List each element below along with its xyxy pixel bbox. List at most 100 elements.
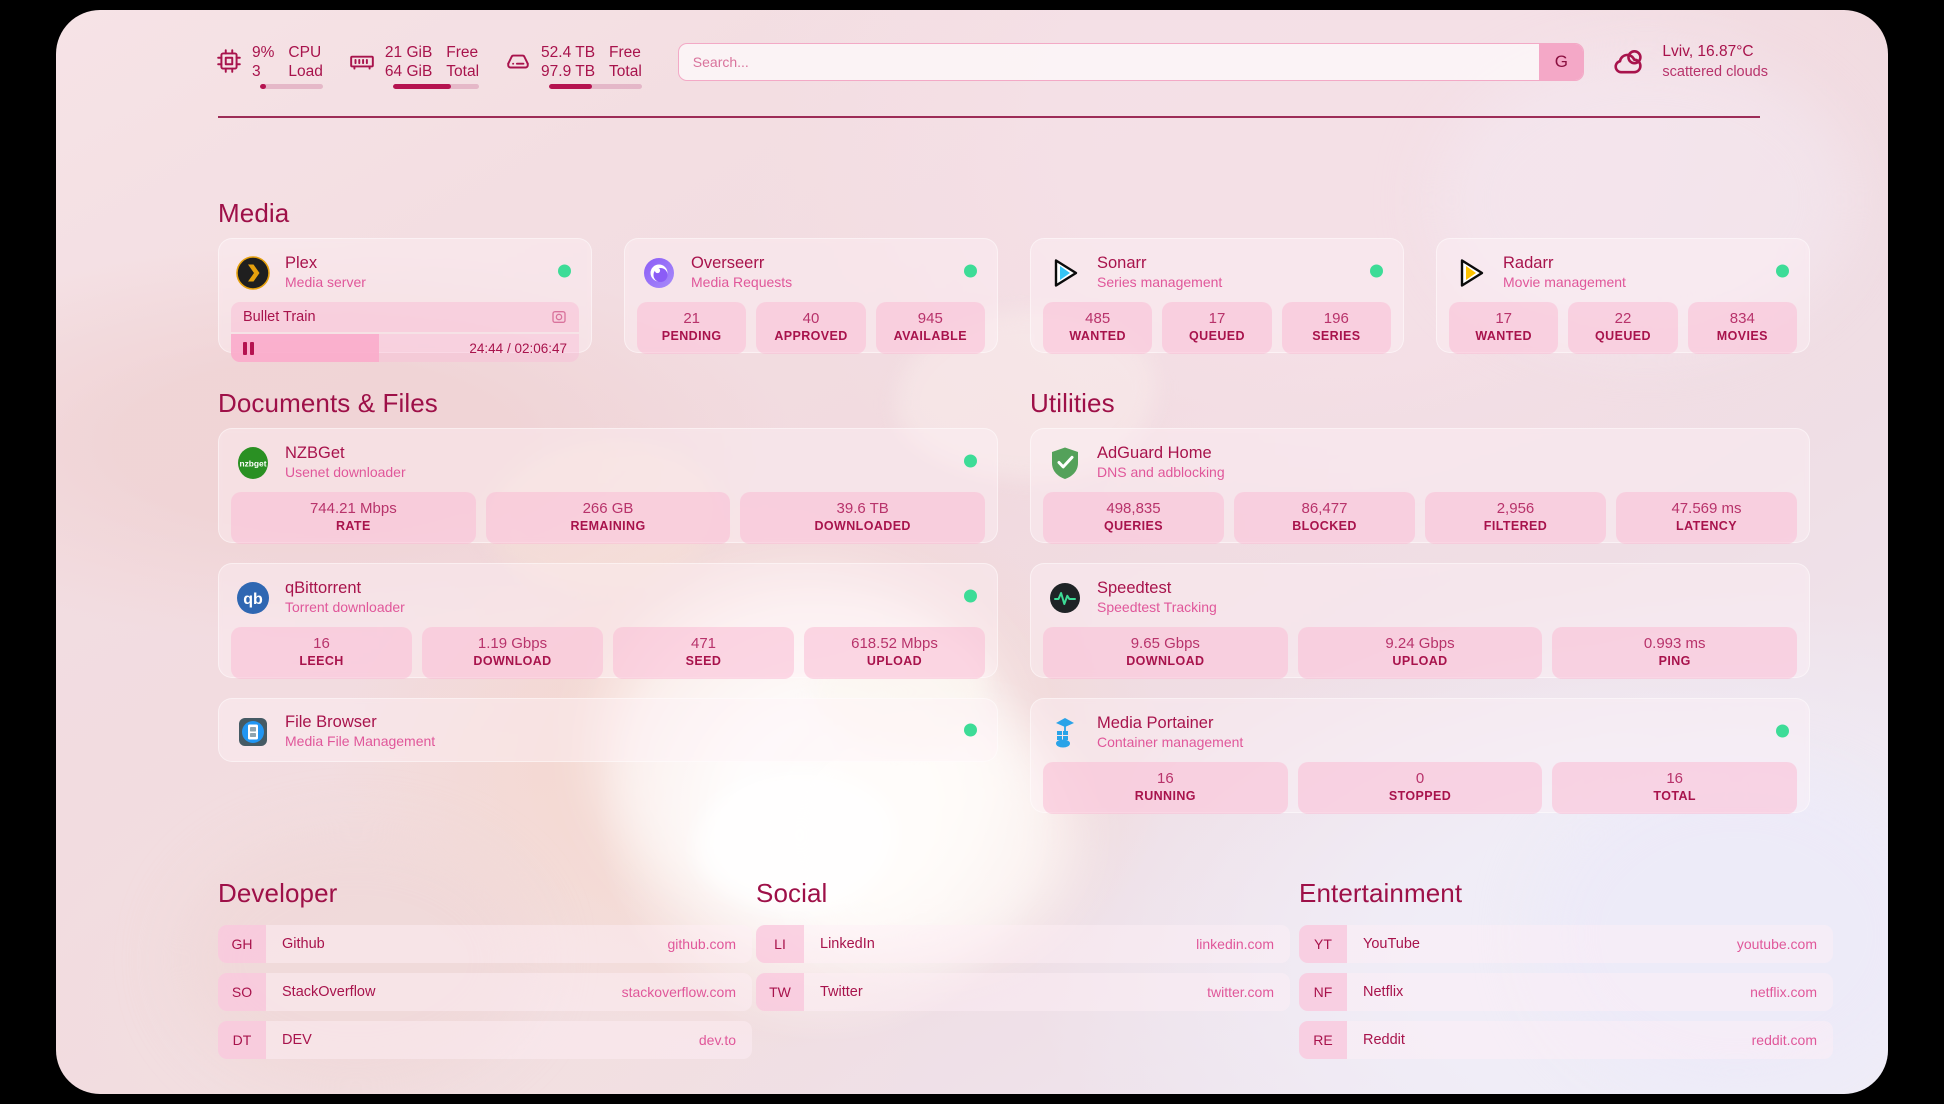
stat-value: 9.65 Gbps: [1130, 635, 1200, 652]
stat-label: QUEUED: [1189, 329, 1245, 343]
status-badge: [1776, 724, 1789, 737]
bookmark-badge: SO: [218, 973, 266, 1011]
stat-item: 945 AVAILABLE: [875, 302, 985, 354]
bookmark-item[interactable]: DT DEV dev.to: [218, 1021, 752, 1059]
bookmark-item[interactable]: RE Reddit reddit.com: [1299, 1021, 1833, 1059]
section-media: Media: [218, 198, 289, 229]
app-card-overseerr[interactable]: Overseerr Media Requests 21 PENDING 40 A…: [624, 238, 998, 354]
speedtest-icon: [1047, 580, 1083, 616]
portainer-icon: [1047, 715, 1083, 751]
stat-value: 744.21 Mbps: [309, 500, 397, 517]
stat-item: 0 STOPPED: [1297, 762, 1543, 814]
bookmark-url: linkedin.com: [1196, 936, 1274, 952]
app-name: Plex: [285, 254, 318, 272]
stat-value: 945: [917, 310, 943, 327]
search-box[interactable]: G: [677, 43, 1585, 81]
now-playing-time: 24:44 / 02:06:47: [469, 340, 567, 356]
dashboard-header: 9% 3 CPU Load: [56, 10, 1888, 122]
stat-item: 39.6 TB DOWNLOADED: [740, 492, 986, 544]
bookmark-group-title: Social: [756, 878, 828, 908]
adguard-icon: [1047, 445, 1083, 481]
disk-value-1: 52.4 TB: [541, 44, 596, 61]
cast-icon[interactable]: [551, 309, 567, 325]
stat-value: 16: [313, 635, 330, 652]
stat-label: PENDING: [661, 329, 722, 343]
app-subtitle: DNS and adblocking: [1097, 464, 1225, 480]
stat-item: 485 WANTED: [1043, 302, 1153, 354]
memory-usage-bar: [392, 84, 480, 89]
stat-value: 47.569 ms: [1671, 500, 1742, 517]
bookmark-badge: LI: [756, 925, 804, 963]
app-card-sonarr[interactable]: Sonarr Series management 485 WANTED 17 Q…: [1030, 238, 1404, 354]
stat-item: 9.24 Gbps UPLOAD: [1297, 627, 1543, 679]
app-card-nzbget[interactable]: nzbget NZBGet Usenet downloader 744.21 M…: [218, 428, 998, 544]
stat-item: 17 WANTED: [1449, 302, 1559, 354]
stat-value: 498,835: [1106, 500, 1161, 517]
weather-widget[interactable]: Lviv, 16.87°C scattered clouds: [1610, 42, 1768, 82]
app-name: qBittorrent: [285, 579, 362, 597]
pause-icon[interactable]: [243, 341, 254, 355]
stat-label: FILTERED: [1483, 519, 1548, 533]
stat-value: 17: [1495, 310, 1512, 327]
stat-value: 17: [1208, 310, 1226, 327]
bookmark-item[interactable]: LI LinkedIn linkedin.com: [756, 925, 1290, 963]
stat-label: SERIES: [1312, 329, 1361, 343]
app-name: Radarr: [1503, 254, 1554, 272]
stat-item: 0.993 ms PING: [1552, 627, 1798, 679]
app-card-radarr[interactable]: Radarr Movie management 17 WANTED 22 QUE…: [1436, 238, 1810, 354]
filebrowser-icon: [235, 714, 271, 750]
bookmark-badge: GH: [218, 925, 266, 963]
stat-value: 2,956: [1496, 500, 1535, 517]
bookmark-group-entertainment: Entertainment YT YouTube youtube.com NF …: [1299, 878, 1833, 1069]
app-card-adguard[interactable]: AdGuard Home DNS and adblocking 498,835 …: [1030, 428, 1810, 544]
bookmark-item[interactable]: NF Netflix netflix.com: [1299, 973, 1833, 1011]
app-card-portainer[interactable]: Media Portainer Container management 16 …: [1030, 698, 1810, 814]
disk-label-1: Free: [609, 44, 641, 61]
memory-label-2: Total: [446, 63, 480, 80]
stat-label: AVAILABLE: [893, 329, 967, 343]
bookmark-badge: NF: [1299, 973, 1347, 1011]
stat-label: APPROVED: [774, 329, 848, 343]
plex-icon: [235, 255, 271, 291]
memory-value-1: 21 GiB: [384, 44, 433, 61]
search-area: G: [677, 43, 1585, 81]
stat-value: 196: [1323, 310, 1349, 327]
app-card-qbittorrent[interactable]: qb qBittorrent Torrent downloader 16 LEE…: [218, 563, 998, 679]
stat-label: LEECH: [299, 654, 344, 668]
app-stats: 744.21 Mbps RATE 266 GB REMAINING 39.6 T…: [219, 492, 997, 556]
app-subtitle: Series management: [1097, 274, 1223, 290]
bookmark-item[interactable]: TW Twitter twitter.com: [756, 973, 1290, 1011]
memory-label-1: Free: [446, 44, 479, 61]
resource-memory: 21 GiB 64 GiB Free Total: [349, 43, 480, 89]
app-card-plex[interactable]: Plex Media server Bullet Train 24:44 / 0…: [218, 238, 592, 362]
stat-value: 9.24 Gbps: [1385, 635, 1455, 652]
overseerr-icon: [641, 255, 677, 291]
stat-value: 0.993 ms: [1643, 635, 1706, 652]
bookmark-name: LinkedIn: [820, 936, 875, 952]
bookmark-item[interactable]: SO StackOverflow stackoverflow.com: [218, 973, 752, 1011]
cpu-value-2: 3: [252, 63, 261, 80]
app-card-speedtest[interactable]: Speedtest Speedtest Tracking 9.65 Gbps D…: [1030, 563, 1810, 679]
disk-value-2: 97.9 TB: [541, 63, 596, 80]
app-card-file-browser[interactable]: File Browser Media File Management: [218, 698, 998, 762]
bookmark-name: Twitter: [820, 984, 863, 1000]
section-documents: Documents & Files: [218, 388, 438, 419]
bookmark-item[interactable]: YT YouTube youtube.com: [1299, 925, 1833, 963]
bookmark-group-social: Social LI LinkedIn linkedin.com TW Twitt…: [756, 878, 1290, 1021]
disk-usage-bar: [549, 84, 642, 89]
bookmark-name: Netflix: [1363, 984, 1404, 1000]
stat-item: 196 SERIES: [1281, 302, 1391, 354]
svg-text:qb: qb: [243, 591, 263, 608]
resource-cpu: 9% 3 CPU Load: [216, 43, 323, 89]
app-subtitle: Media server: [285, 274, 366, 290]
app-stats: 498,835 QUERIES 86,477 BLOCKED 2,956 FIL…: [1031, 492, 1809, 556]
search-engine-button[interactable]: G: [1539, 44, 1584, 80]
stat-label: LATENCY: [1676, 519, 1737, 533]
svg-text:nzbget: nzbget: [240, 458, 267, 468]
now-playing-progress[interactable]: 24:44 / 02:06:47: [231, 334, 579, 362]
app-subtitle: Speedtest Tracking: [1097, 599, 1217, 615]
search-input[interactable]: [678, 54, 1540, 70]
bookmark-item[interactable]: GH Github github.com: [218, 925, 752, 963]
memory-value-2: 64 GiB: [384, 63, 433, 80]
app-subtitle: Torrent downloader: [285, 599, 405, 615]
